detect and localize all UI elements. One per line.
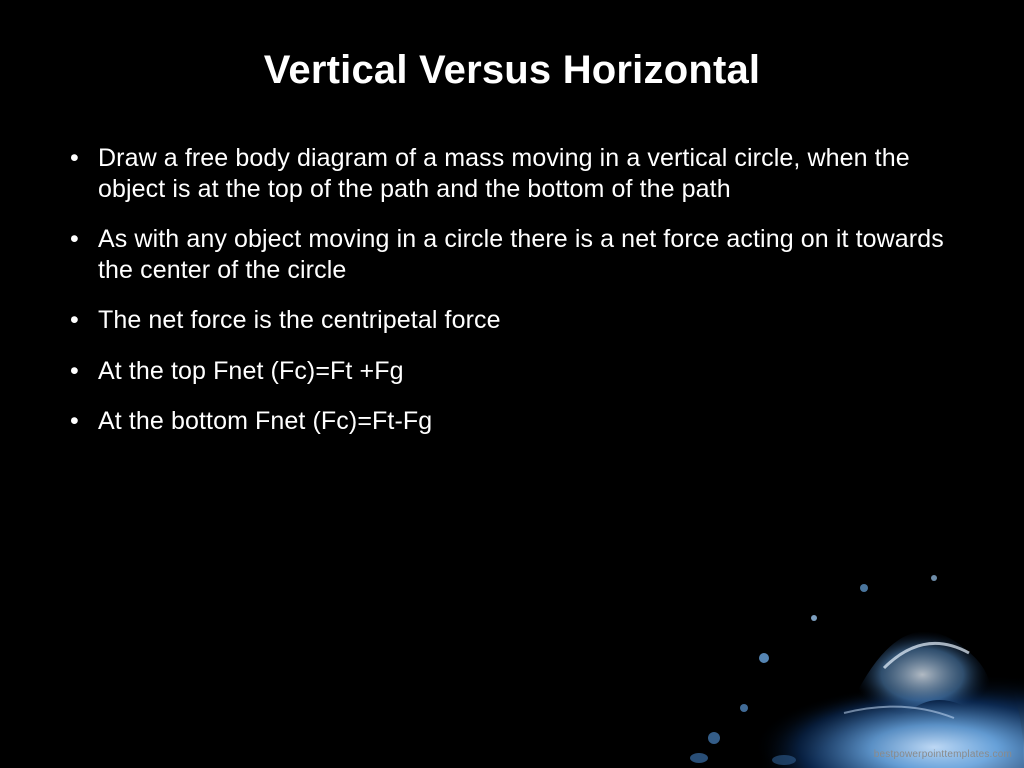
water-splash-decoration xyxy=(604,508,1024,768)
bullet-item: At the bottom Fnet (Fc)=Ft-Fg xyxy=(68,406,964,437)
bullet-item: At the top Fnet (Fc)=Ft +Fg xyxy=(68,356,964,387)
watermark-text: bestpowerpointtemplates.com xyxy=(874,749,1012,760)
bullet-list: Draw a free body diagram of a mass movin… xyxy=(68,143,964,437)
bullet-item: Draw a free body diagram of a mass movin… xyxy=(68,143,964,204)
slide-title: Vertical Versus Horizontal xyxy=(0,0,1024,143)
slide-content: Draw a free body diagram of a mass movin… xyxy=(0,143,1024,437)
bullet-item: As with any object moving in a circle th… xyxy=(68,224,964,285)
bullet-item: The net force is the centripetal force xyxy=(68,305,964,336)
slide: Vertical Versus Horizontal Draw a free b… xyxy=(0,0,1024,768)
